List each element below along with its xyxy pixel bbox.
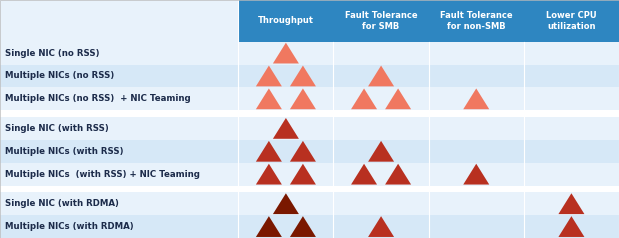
Polygon shape	[290, 216, 316, 237]
Polygon shape	[368, 216, 394, 237]
Polygon shape	[256, 141, 282, 162]
Polygon shape	[385, 89, 411, 109]
Bar	[0, 215, 619, 238]
Bar	[0, 42, 619, 64]
Bar	[0, 0, 238, 42]
Bar	[0, 87, 619, 110]
Polygon shape	[385, 164, 411, 184]
Text: Multiple NICs (with RDMA): Multiple NICs (with RDMA)	[5, 222, 134, 231]
Polygon shape	[368, 65, 394, 86]
Text: Multiple NICs (no RSS)  + NIC Teaming: Multiple NICs (no RSS) + NIC Teaming	[5, 94, 191, 103]
Text: Fault Tolerance
for SMB: Fault Tolerance for SMB	[345, 11, 417, 31]
Bar	[0, 192, 619, 215]
Polygon shape	[558, 193, 584, 214]
Polygon shape	[351, 164, 377, 184]
Polygon shape	[351, 89, 377, 109]
Polygon shape	[256, 164, 282, 184]
Text: Throughput: Throughput	[258, 16, 314, 25]
Text: Single NIC (with RDMA): Single NIC (with RDMA)	[5, 199, 119, 208]
Polygon shape	[256, 65, 282, 86]
Polygon shape	[273, 43, 299, 64]
Bar	[0, 186, 619, 192]
Bar	[238, 0, 334, 42]
Text: Fault Tolerance
for non-SMB: Fault Tolerance for non-SMB	[440, 11, 513, 31]
Bar	[429, 0, 524, 42]
Bar	[0, 140, 619, 163]
Polygon shape	[368, 141, 394, 162]
Polygon shape	[256, 216, 282, 237]
Text: Multiple NICs (no RSS): Multiple NICs (no RSS)	[5, 71, 114, 80]
Bar	[524, 0, 619, 42]
Text: Multiple NICs (with RSS): Multiple NICs (with RSS)	[5, 147, 123, 156]
Bar	[0, 163, 619, 186]
Polygon shape	[273, 193, 299, 214]
Bar	[0, 110, 619, 117]
Bar	[0, 64, 619, 87]
Polygon shape	[273, 118, 299, 139]
Polygon shape	[463, 89, 489, 109]
Polygon shape	[290, 65, 316, 86]
Polygon shape	[463, 164, 489, 184]
Polygon shape	[290, 89, 316, 109]
Text: Multiple NICs  (with RSS) + NIC Teaming: Multiple NICs (with RSS) + NIC Teaming	[5, 170, 200, 179]
Polygon shape	[256, 89, 282, 109]
Polygon shape	[290, 164, 316, 184]
Polygon shape	[558, 216, 584, 237]
Bar	[334, 0, 429, 42]
Text: Single NIC (no RSS): Single NIC (no RSS)	[5, 49, 100, 58]
Polygon shape	[290, 141, 316, 162]
Text: Single NIC (with RSS): Single NIC (with RSS)	[5, 124, 109, 133]
Text: Lower CPU
utilization: Lower CPU utilization	[546, 11, 597, 31]
Bar	[0, 117, 619, 140]
